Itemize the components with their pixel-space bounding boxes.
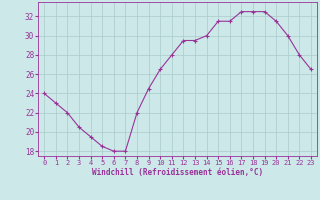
X-axis label: Windchill (Refroidissement éolien,°C): Windchill (Refroidissement éolien,°C): [92, 168, 263, 177]
